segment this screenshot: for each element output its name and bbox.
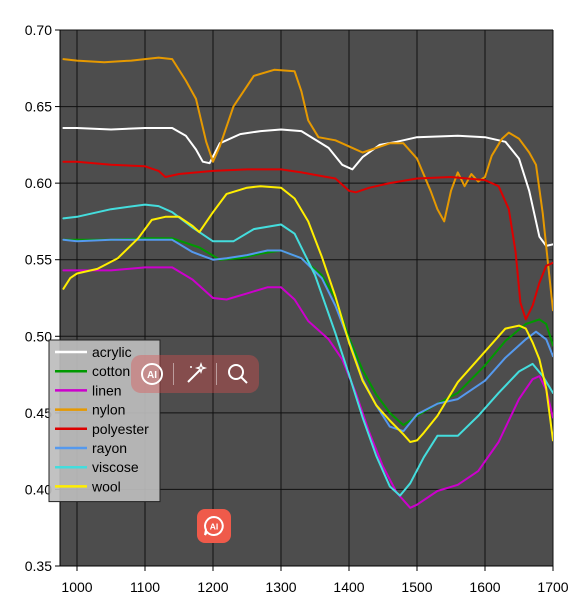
x-tick-label: 1300: [265, 579, 296, 595]
series-line-nylon: [62, 56, 553, 312]
magic-wand-icon[interactable]: [182, 361, 208, 387]
x-tick-label: 1700: [537, 579, 568, 595]
toolbar-separator: [173, 363, 174, 385]
x-tick-label: 1100: [130, 579, 160, 595]
y-tick-label: 0.45: [25, 405, 52, 421]
x-tick-label: 1200: [197, 579, 228, 595]
x-tick-label: 1400: [333, 579, 364, 595]
y-tick-label: 0.35: [25, 558, 52, 574]
search-icon[interactable]: [225, 361, 251, 387]
y-tick-label: 0.55: [25, 252, 52, 268]
svg-text:AI: AI: [147, 370, 157, 381]
y-tick-label: 0.40: [25, 481, 52, 497]
legend-label-rayon: rayon: [92, 440, 127, 456]
legend-label-polyester: polyester: [92, 421, 149, 437]
toolbar-separator: [216, 363, 217, 385]
svg-text:AI: AI: [210, 522, 219, 532]
ai-toolbar[interactable]: AI: [131, 355, 259, 393]
legend-label-acrylic: acrylic: [92, 344, 132, 360]
series-line-viscose: [62, 203, 553, 497]
ai-assistant-button[interactable]: AI: [197, 509, 231, 543]
x-tick-label: 1600: [469, 579, 500, 595]
series-line-wool: [62, 185, 553, 443]
series-line-cotton: [62, 237, 553, 427]
legend-label-wool: wool: [91, 478, 121, 494]
series-layer: [62, 56, 553, 509]
legend-label-viscose: viscose: [92, 459, 139, 475]
y-tick-label: 0.70: [25, 22, 52, 38]
ai-badge-icon: AI: [204, 515, 224, 536]
x-tick-label: 1000: [61, 579, 92, 595]
legend-label-linen: linen: [92, 382, 122, 398]
legend-box: [48, 339, 161, 503]
y-tick-label: 0.65: [25, 99, 52, 115]
legend-label-nylon: nylon: [92, 402, 125, 418]
series-line-acrylic: [62, 127, 553, 247]
series-line-polyester: [62, 160, 553, 321]
x-axis: 1000 1100 1200 1300 1400 1500 1600 1700: [60, 565, 569, 595]
series-line-rayon: [62, 238, 553, 433]
y-tick-label: 0.60: [25, 175, 52, 191]
x-tick-label: 1500: [401, 579, 432, 595]
ai-icon[interactable]: AI: [139, 361, 165, 387]
y-tick-label: 0.50: [25, 328, 52, 344]
legend-label-cotton: cotton: [92, 363, 130, 379]
legend: acrylic cotton linen nylon polyester rayon vis…: [48, 339, 161, 503]
